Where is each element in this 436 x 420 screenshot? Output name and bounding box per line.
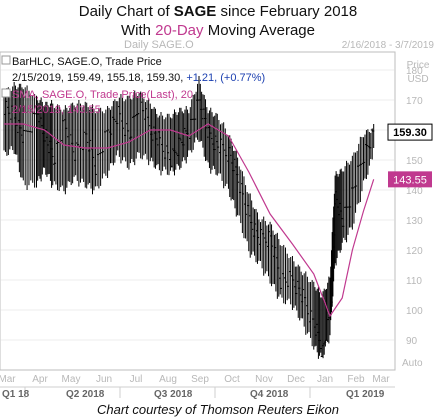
x-month-label: Dec xyxy=(287,374,305,385)
legend-swatch xyxy=(1,55,11,65)
x-month-label: Mar xyxy=(372,374,390,385)
y-tick-label: 130 xyxy=(406,216,423,227)
currency-label: USD xyxy=(407,74,428,85)
x-month-label: Jan xyxy=(317,374,333,385)
sma-price-tag: 143.55 xyxy=(388,171,432,188)
price-label: Price xyxy=(407,60,430,71)
legend-swatch xyxy=(1,88,11,98)
legend-bar-label: BarHLC, SAGE.O, Trade Price xyxy=(12,56,162,68)
x-month-label: Sep xyxy=(191,374,209,385)
x-month-label: Jun xyxy=(96,374,112,385)
svg-text:143.55: 143.55 xyxy=(393,174,427,186)
x-month-label: Oct xyxy=(224,374,240,385)
y-tick-label: 170 xyxy=(406,96,423,107)
x-month-label: Aug xyxy=(159,374,177,385)
x-quarter-label: Q3 2018 xyxy=(154,389,193,400)
y-tick-label: 100 xyxy=(406,306,423,317)
svg-text:159.30: 159.30 xyxy=(393,127,427,139)
legend-bar-values: 2/15/2019, 159.49, 155.18, 159.30, +1.21… xyxy=(12,72,265,84)
x-quarter-label: Q1 18 xyxy=(2,389,30,400)
x-quarter-label: Q2 2018 xyxy=(66,389,105,400)
y-auto-label: Auto xyxy=(402,358,423,369)
x-month-label: May xyxy=(62,374,81,385)
x-quarter-label: Q1 2019 xyxy=(346,389,385,400)
date-range: 2/16/2018 - 3/7/2019 xyxy=(342,40,435,51)
chart-title: Daily Chart of SAGE since February 2018 xyxy=(78,3,358,20)
legend-sma-label: SMA, SAGE.O, Trade Price(Last), 20 xyxy=(12,89,193,101)
price-chart: Daily SAGE.O 2/16/2018 - 3/7/2019 BarHLC… xyxy=(0,39,435,400)
y-tick-label: 150 xyxy=(406,156,423,167)
legend-sma-values: 2/15/2019, 143.55 xyxy=(12,104,101,116)
last-price-tag: 159.30 xyxy=(387,123,433,141)
x-month-label: Jul xyxy=(130,374,143,385)
chart-caption: Chart courtesy of Thomson Reuters Eikon xyxy=(96,402,340,417)
x-month-label: Apr xyxy=(32,374,48,385)
y-tick-label: 110 xyxy=(406,276,422,287)
x-month-label: Nov xyxy=(255,374,273,385)
y-tick-label: 90 xyxy=(406,336,418,347)
y-tick-label: 120 xyxy=(406,246,423,257)
x-month-label: Mar xyxy=(0,374,16,385)
x-quarter-label: Q4 2018 xyxy=(250,389,289,400)
chart-subtitle: With 20-Day Moving Average xyxy=(121,22,315,39)
y-tick-label: 140 xyxy=(406,186,423,197)
x-month-label: Feb xyxy=(347,374,365,385)
sma-line xyxy=(4,123,375,318)
legend: BarHLC, SAGE.O, Trade Price 2/15/2019, 1… xyxy=(1,55,265,116)
chart-name: Daily SAGE.O xyxy=(124,39,194,51)
y-tick-label: 180 xyxy=(406,66,423,77)
